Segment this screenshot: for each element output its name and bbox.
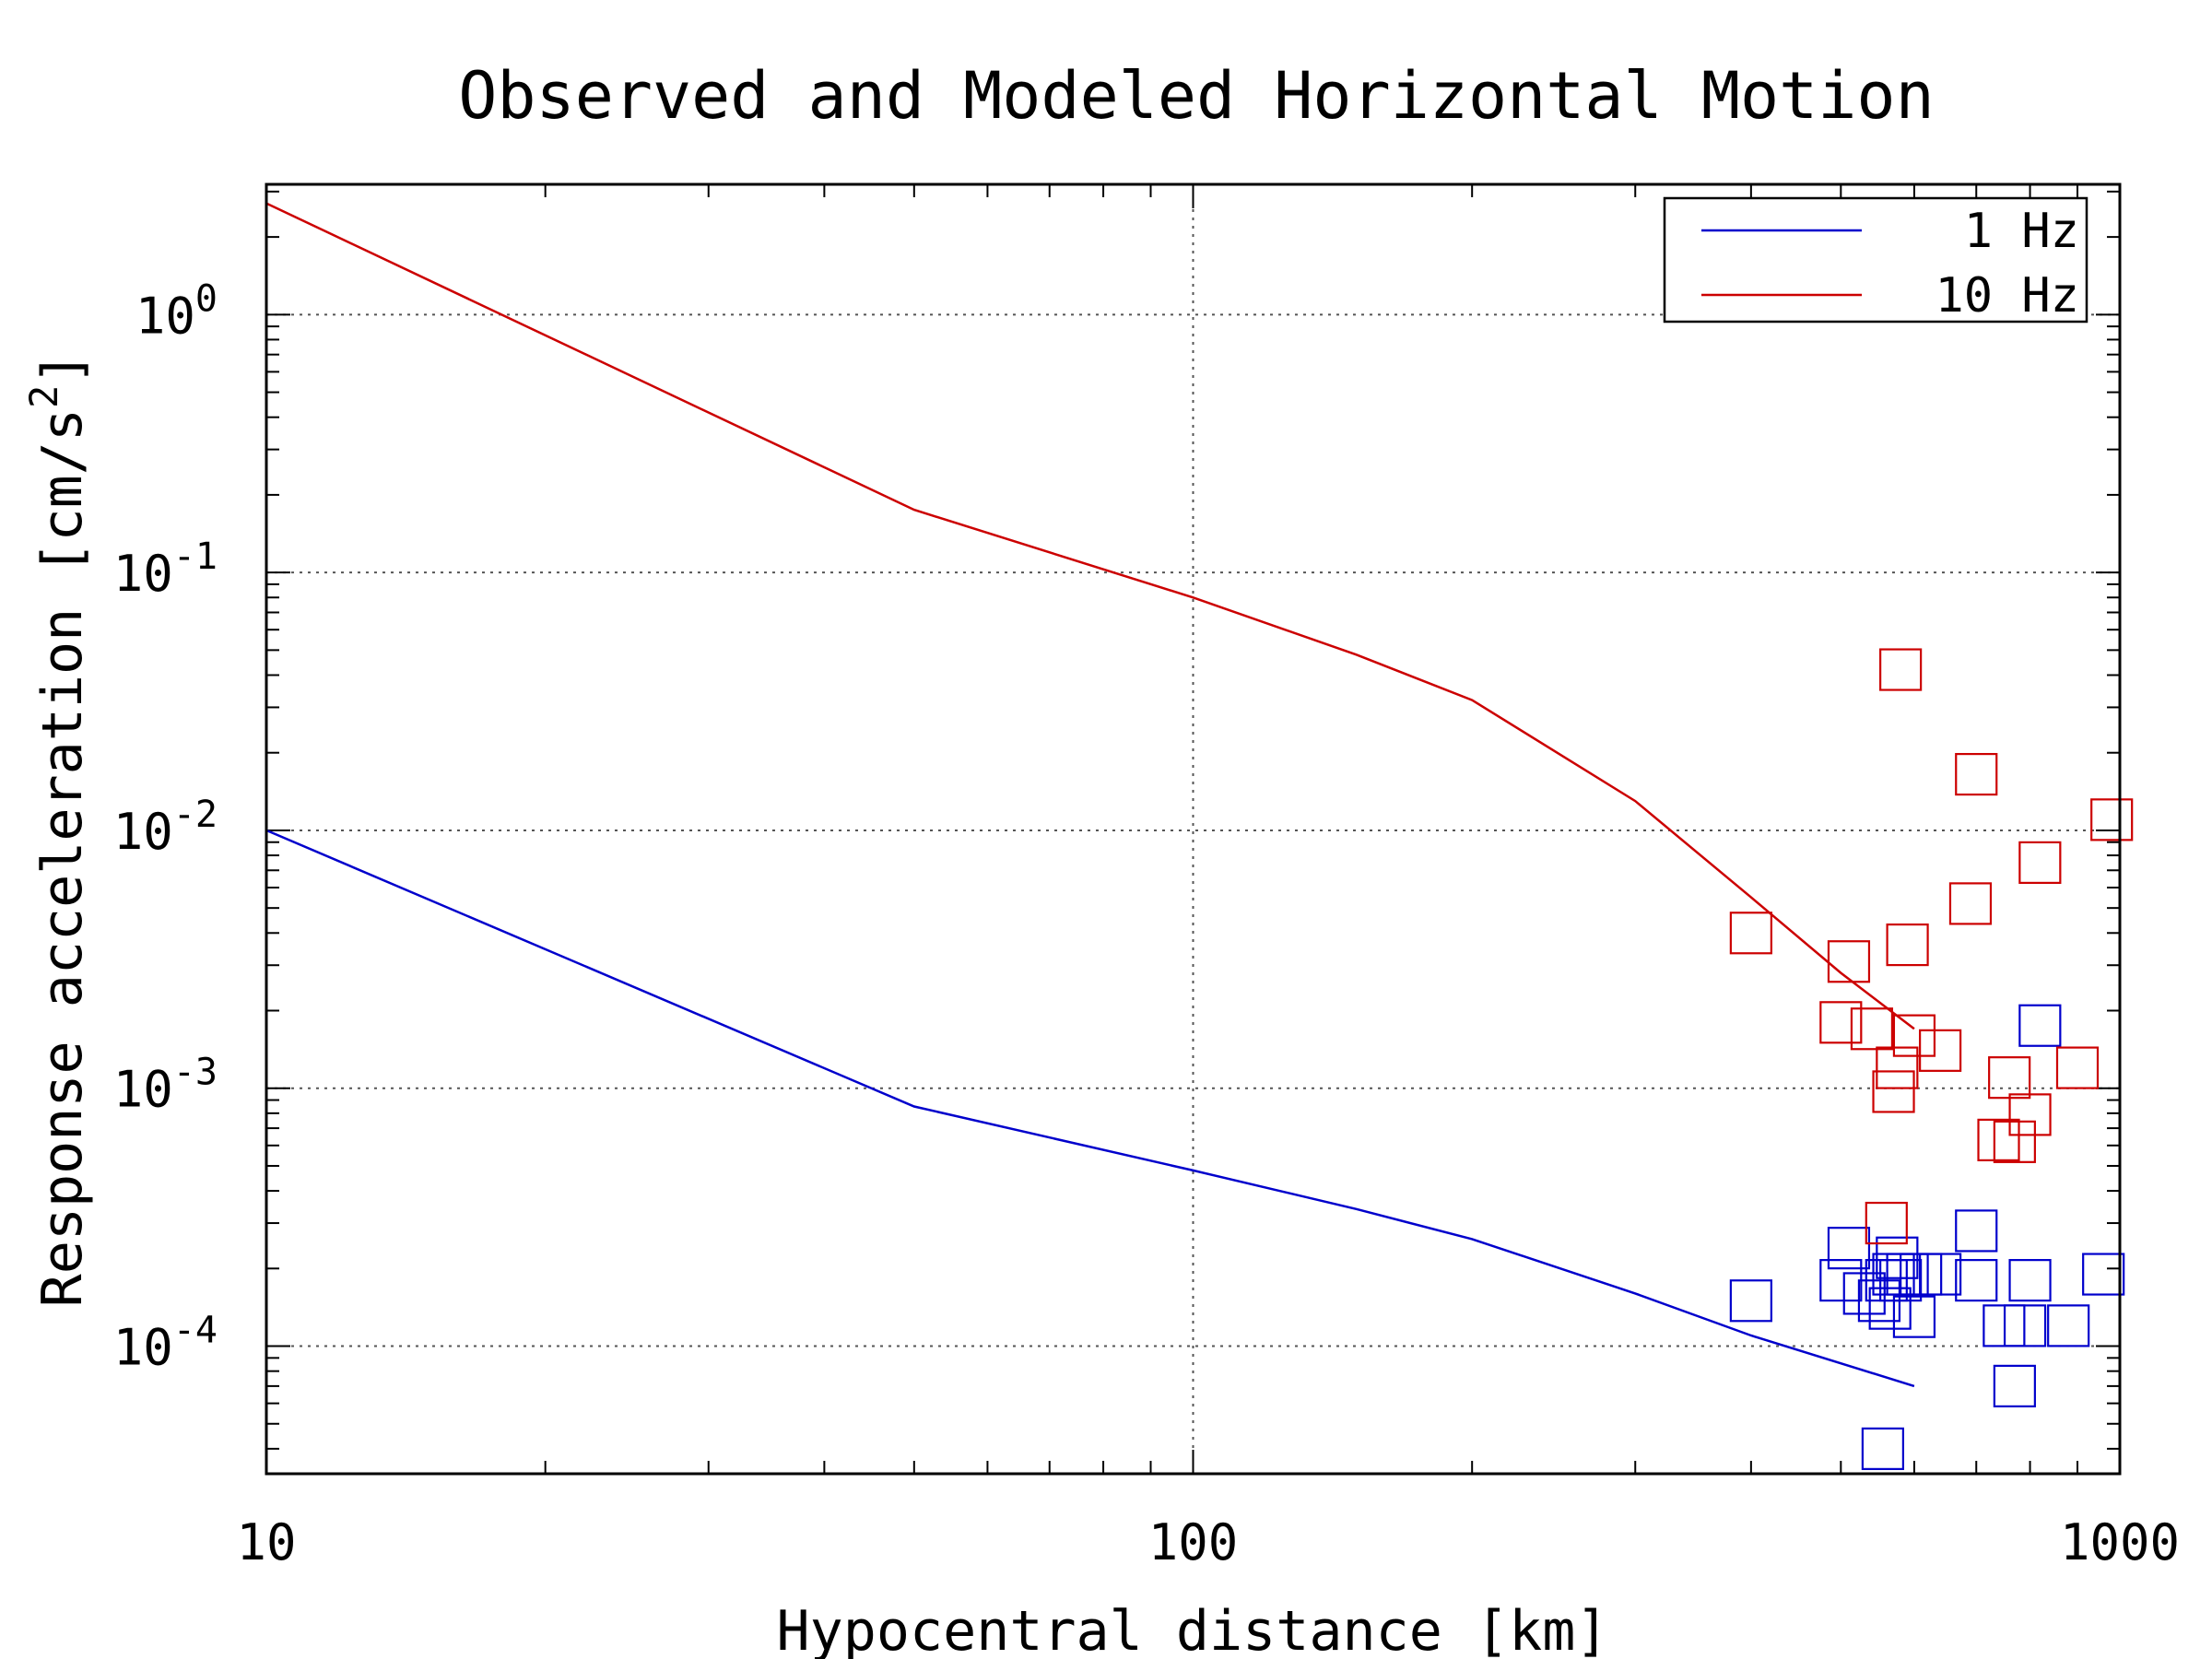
observed-point — [1872, 1070, 1915, 1113]
legend: 1 Hz 10 Hz — [1663, 196, 2088, 324]
observed-point — [2018, 1004, 2062, 1047]
observed-point — [2008, 1259, 2052, 1302]
observed-point — [1993, 1364, 2036, 1407]
observed-point — [2008, 1093, 2052, 1136]
series — [265, 202, 2134, 1470]
observed-point — [1876, 1046, 1919, 1089]
observed-point — [1892, 1014, 1936, 1057]
observed-point — [1919, 1029, 1962, 1072]
model-line — [265, 829, 1915, 1388]
observed-point — [1819, 1001, 1863, 1044]
y-axis-label-close: ] — [30, 352, 95, 385]
observed-point — [2055, 1046, 2100, 1089]
observed-point — [2082, 1253, 2125, 1296]
observed-point — [1827, 940, 1871, 983]
y-tick-label: 10-4 — [113, 1310, 218, 1377]
y-axis-label: Response acceleration [cm/s2] — [21, 352, 95, 1308]
observed-point — [1876, 1236, 1919, 1279]
y-tick-label: 10-3 — [113, 1052, 218, 1119]
tick-labels: 10 100 1000 100 10-1 10-2 10-3 10-4 — [113, 277, 2180, 1571]
observed-point — [1892, 1295, 1936, 1338]
x-tick-label: 10 — [236, 1513, 296, 1571]
y-axis-label-base: Response acceleration [cm/s — [30, 408, 95, 1307]
observed-point — [2003, 1304, 2047, 1347]
y-tick-label: 10-1 — [113, 535, 218, 603]
observed-point — [1827, 1227, 1871, 1270]
observed-point — [1868, 1287, 1912, 1330]
chart-title: Observed and Modeled Horizontal Motion — [458, 58, 1934, 134]
observed-point — [1842, 1272, 1886, 1315]
series-1 — [265, 202, 2134, 1245]
y-tick-label: 100 — [135, 277, 218, 345]
observed-point — [1993, 1120, 2036, 1163]
observed-point — [1861, 1427, 1904, 1470]
observed-point — [1955, 752, 1998, 796]
observed-point — [1955, 1259, 1998, 1302]
model-line — [265, 202, 1915, 1030]
observed-point — [2018, 841, 2062, 884]
observed-point — [1879, 648, 1923, 691]
y-axis-label-superscript: 2 — [21, 385, 66, 408]
axis-ticks — [265, 184, 2121, 1474]
observed-point — [1948, 882, 1993, 925]
legend-box — [1663, 196, 2088, 324]
series-0 — [265, 829, 2125, 1470]
observed-point — [1955, 1209, 1998, 1253]
x-tick-label: 100 — [1148, 1513, 1239, 1571]
observed-point — [2090, 798, 2134, 841]
x-tick-label: 1000 — [2060, 1513, 2180, 1571]
observed-point — [1729, 912, 1772, 955]
x-axis-label: Hypocentral distance [km] — [776, 1599, 1608, 1659]
y-tick-label: 10-2 — [113, 794, 218, 861]
observed-point — [1977, 1118, 2020, 1161]
plot-frame — [265, 182, 2122, 1476]
observed-point — [1886, 923, 1929, 967]
observed-point — [1850, 1007, 1894, 1051]
observed-point — [2047, 1304, 2090, 1347]
observed-point — [1729, 1279, 1772, 1323]
observed-point — [1865, 1201, 1908, 1245]
legend-label: 1 Hz — [1964, 204, 2079, 259]
observed-point — [1919, 1253, 1962, 1296]
legend-label: 10 Hz — [1935, 268, 2079, 324]
